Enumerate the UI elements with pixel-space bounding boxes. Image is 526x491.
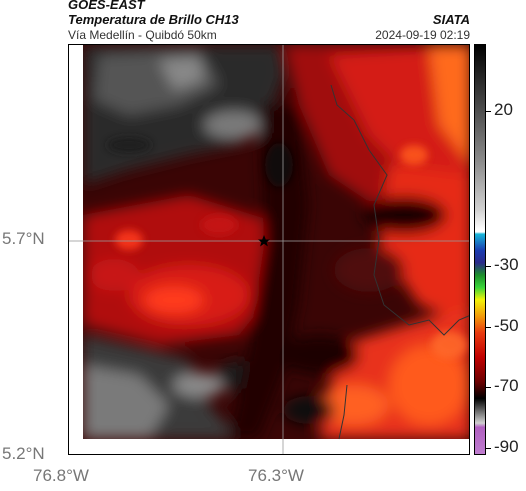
org-label: SIATA xyxy=(432,12,470,27)
colorbar-label: -50 xyxy=(494,316,519,335)
brightness-temperature-map[interactable] xyxy=(68,44,470,455)
colorbar-tick xyxy=(486,448,491,449)
map-raster xyxy=(69,45,469,454)
subtitle-region: Vía Medellín - Quibdó 50km xyxy=(68,28,217,42)
colorbar-gradient xyxy=(475,45,485,454)
colorbar-tick xyxy=(486,327,491,328)
star-marker xyxy=(258,235,270,247)
x-tick-label: 76.3°W xyxy=(248,466,304,485)
colorbar-tick xyxy=(486,111,491,112)
colorbar-tick xyxy=(486,266,491,267)
y-tick-label: 5.2°N xyxy=(2,444,45,463)
timestamp: 2024-09-19 02:19 xyxy=(375,28,470,42)
y-tick-label: 5.7°N xyxy=(2,229,45,248)
title-satellite: GOES-EAST xyxy=(68,0,145,12)
x-tick-label: 76.8°W xyxy=(33,466,89,485)
colorbar-label: -30 xyxy=(494,255,519,274)
colorbar-label: -90 xyxy=(494,437,519,456)
title-product: Temperatura de Brillo CH13 xyxy=(68,12,239,27)
colorbar xyxy=(474,44,486,455)
colorbar-tick xyxy=(486,387,491,388)
colorbar-label: -70 xyxy=(494,376,519,395)
colorbar-label: 20 xyxy=(494,100,513,119)
